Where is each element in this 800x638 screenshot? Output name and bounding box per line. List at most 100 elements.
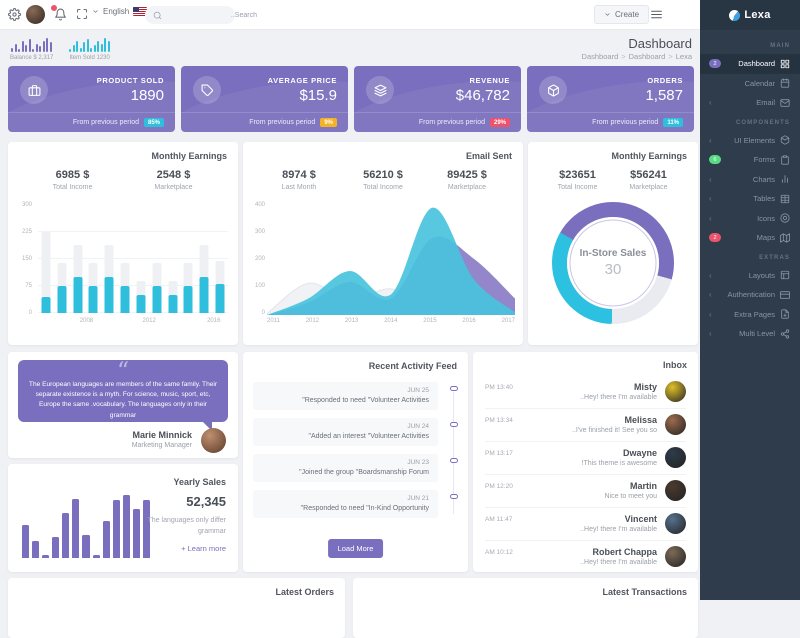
create-button[interactable]: Create (594, 5, 650, 24)
target-icon (780, 213, 791, 223)
message-time: AM 11:47 (485, 516, 513, 523)
stat-period-label: From previous period (418, 119, 485, 126)
timeline-dot (450, 386, 458, 391)
chevron-down-icon (92, 8, 99, 15)
stat-cell: $56241 Marketplace (613, 169, 684, 191)
yearly-sales-card: Yearly Sales 52,345 The languages only d… (8, 464, 238, 572)
sidebar-item-icons[interactable]: ‹ Icons (700, 209, 800, 229)
stat-card-revenue: REVENUE $46,782 From previous period 29% (354, 66, 521, 132)
stat-cell-value: $23651 (559, 169, 596, 181)
bar (102, 521, 110, 558)
language-selector[interactable]: English (92, 7, 148, 16)
card-title: Monthly Earnings (611, 151, 687, 161)
bar-chart (38, 205, 228, 313)
stat-cell-value: 6985 $ (55, 169, 90, 181)
stat-cell-label: Last Month (281, 184, 317, 191)
sidebar-item-label: Multi Level (739, 329, 775, 339)
stat-cell: 2548 $ Marketplace (123, 169, 224, 191)
load-more-button[interactable]: Load More (327, 539, 384, 558)
sidebar-item-dashboard[interactable]: 2 Dashboard (700, 54, 800, 74)
activity-date: JUN 24 (407, 423, 429, 430)
breadcrumb-separator: > (668, 52, 673, 61)
message-preview: ..Hey! there I'm available (580, 394, 657, 402)
stat-footer: From previous period 9% (181, 112, 348, 132)
inbox-message[interactable]: PM 13:34 Melissa ..I've finished it! See y… (485, 409, 686, 442)
menu-icon[interactable] (650, 8, 663, 21)
activity-box: JUN 23 "Joined the group "Boardsmanship F… (253, 454, 438, 482)
avatar (665, 513, 686, 534)
bar (22, 524, 30, 558)
inbox-message[interactable]: PM 12:20 Martin Nice to meet you (485, 475, 686, 508)
breadcrumb-link[interactable]: Dashboard (628, 52, 666, 61)
stat-badge: 85% (143, 118, 164, 127)
search-input[interactable] (166, 11, 257, 19)
activity-text: "Joined the group "Boardsmanship Forum (299, 469, 429, 476)
user-avatar[interactable] (26, 5, 45, 24)
sidebar-item-layouts[interactable]: ‹ Layouts (700, 266, 800, 286)
stat-value: 1,587 (645, 87, 683, 104)
sidebar-item-forms[interactable]: 6 Forms (700, 150, 800, 170)
x-tick: 2012 (142, 318, 156, 324)
sidebar-item-authentication[interactable]: ‹ Authentication (700, 285, 800, 305)
fullscreen-icon[interactable] (76, 8, 88, 20)
activity-text: "Responded to need "In-Kind Opportunity (300, 505, 429, 512)
bar (38, 205, 54, 313)
sidebar-item-calendar[interactable]: Calendar (700, 74, 800, 94)
chevron-left-icon: ‹ (709, 194, 712, 204)
learn-more-link[interactable]: + Learn more (181, 544, 226, 554)
activity-date: JUN 21 (407, 495, 429, 502)
settings-icon[interactable] (8, 8, 21, 21)
breadcrumb-current: Lexa (675, 52, 692, 61)
stat-footer: From previous period 11% (527, 112, 694, 132)
sidebar-item-ui-elements[interactable]: ‹ UI Elements (700, 131, 800, 151)
timeline-dot (450, 422, 458, 427)
top-navbar: English Create (0, 0, 700, 30)
id-card-icon (780, 290, 791, 300)
quote-bubble: “ The European languages are members of … (18, 359, 228, 422)
sidebar-item-extra-pages[interactable]: ‹ Extra Pages (700, 305, 800, 325)
chart-icon (780, 174, 791, 184)
inbox-message[interactable]: PM 13:40 Misty ..Hey! there I'm available (485, 376, 686, 409)
sidebar-item-label: Charts (752, 174, 775, 184)
sidebar-item-email[interactable]: ‹ Email (700, 93, 800, 113)
sidebar-item-label: Email (756, 98, 775, 108)
bar (32, 540, 40, 558)
sidebar-item-tables[interactable]: ‹ Tables (700, 189, 800, 209)
box-icon (539, 76, 567, 104)
stat-footer: From previous period 29% (354, 112, 521, 132)
lexa-logo-icon (729, 9, 741, 21)
stat-period-label: From previous period (72, 119, 139, 126)
stat-cell: 89425 $ Marketplace (425, 169, 509, 191)
activity-item: JUN 23 "Joined the group "Boardsmanship F… (253, 454, 468, 482)
bell-icon[interactable] (50, 4, 67, 21)
sidebar-brand[interactable]: Lexa (700, 0, 800, 30)
inbox-message[interactable]: AM 11:47 Vincent ..Hey! there I'm availabl… (485, 508, 686, 541)
sidebar-item-maps[interactable]: 2 Maps (700, 228, 800, 248)
stat-cell-value: 2548 $ (156, 169, 191, 181)
card-title: Latest Transactions (602, 587, 687, 597)
sidebar-item-label: Calendar (744, 78, 775, 88)
instore-sales-card: Monthly Earnings $23651 Total Income $5624… (528, 142, 698, 345)
sidebar-item-charts[interactable]: ‹ Charts (700, 170, 800, 190)
activity-item: JUN 21 "Responded to need "In-Kind Opport… (253, 490, 468, 518)
sidebar-item-label: Forms (753, 155, 775, 165)
chevron-left-icon: ‹ (709, 135, 712, 145)
us-flag-icon (133, 7, 148, 16)
stat-title: AVERAGE PRICE (267, 76, 337, 85)
inbox-message[interactable]: AM 10:12 Robert Chappa ..Hey! there I'm av… (485, 541, 686, 573)
x-tick: 2011 (267, 318, 280, 324)
language-label: English (103, 7, 130, 16)
breadcrumb-link[interactable]: Dashboard (581, 52, 619, 61)
sidebar-item-multi-level[interactable]: ‹ Multi Level (700, 324, 800, 344)
bar (52, 537, 60, 558)
notification-badge (50, 4, 58, 12)
stat-cell: 8974 $ Last Month (257, 169, 341, 191)
latest-transactions-card: Latest Transactions (353, 578, 698, 638)
brand-name: Lexa (744, 9, 771, 21)
x-tick: 2016 (207, 318, 221, 324)
chevron-left-icon: ‹ (709, 329, 712, 339)
quote-text: The European languages are members of th… (28, 381, 218, 419)
sidebar-section-header: COMPONENTS (735, 119, 790, 126)
inbox-message[interactable]: PM 13:17 Dwayne !This theme is awesome (485, 442, 686, 475)
x-tick: 2014 (384, 318, 398, 324)
